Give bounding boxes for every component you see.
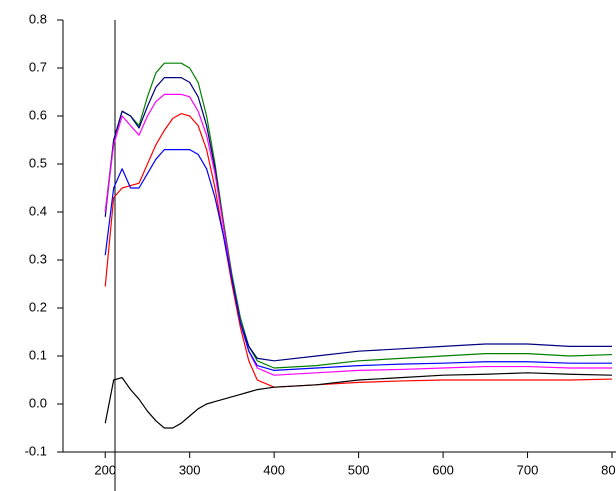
x-tick-label: 700 <box>517 462 539 477</box>
x-tick-label: 500 <box>348 462 370 477</box>
y-tick-label: 0.8 <box>29 11 47 26</box>
spectrum-line <box>104 372 613 429</box>
y-tick-label: 0.7 <box>29 59 47 74</box>
y-tick-label: -0.1 <box>25 443 47 458</box>
spectrum-line <box>104 93 612 376</box>
y-tick-label: 0.1 <box>29 347 47 362</box>
y-tick-label: 0.3 <box>29 251 47 266</box>
spectrum-line <box>104 62 613 369</box>
x-tick-label: 200 <box>94 462 116 477</box>
x-tick-label: 800 <box>601 462 616 477</box>
x-tick-label: 600 <box>432 462 454 477</box>
y-tick-label: 0.0 <box>29 395 47 410</box>
y-tick-label: 0.4 <box>29 203 47 218</box>
x-tick-label: 400 <box>263 462 285 477</box>
y-tick-label: 0.5 <box>29 155 47 170</box>
spectrum-line <box>104 77 612 362</box>
spectrum-line <box>104 113 613 388</box>
y-tick-label: 0.2 <box>29 299 47 314</box>
x-tick-label: 300 <box>179 462 201 477</box>
spectrum-line <box>104 149 612 371</box>
y-tick-label: 0.6 <box>29 107 47 122</box>
